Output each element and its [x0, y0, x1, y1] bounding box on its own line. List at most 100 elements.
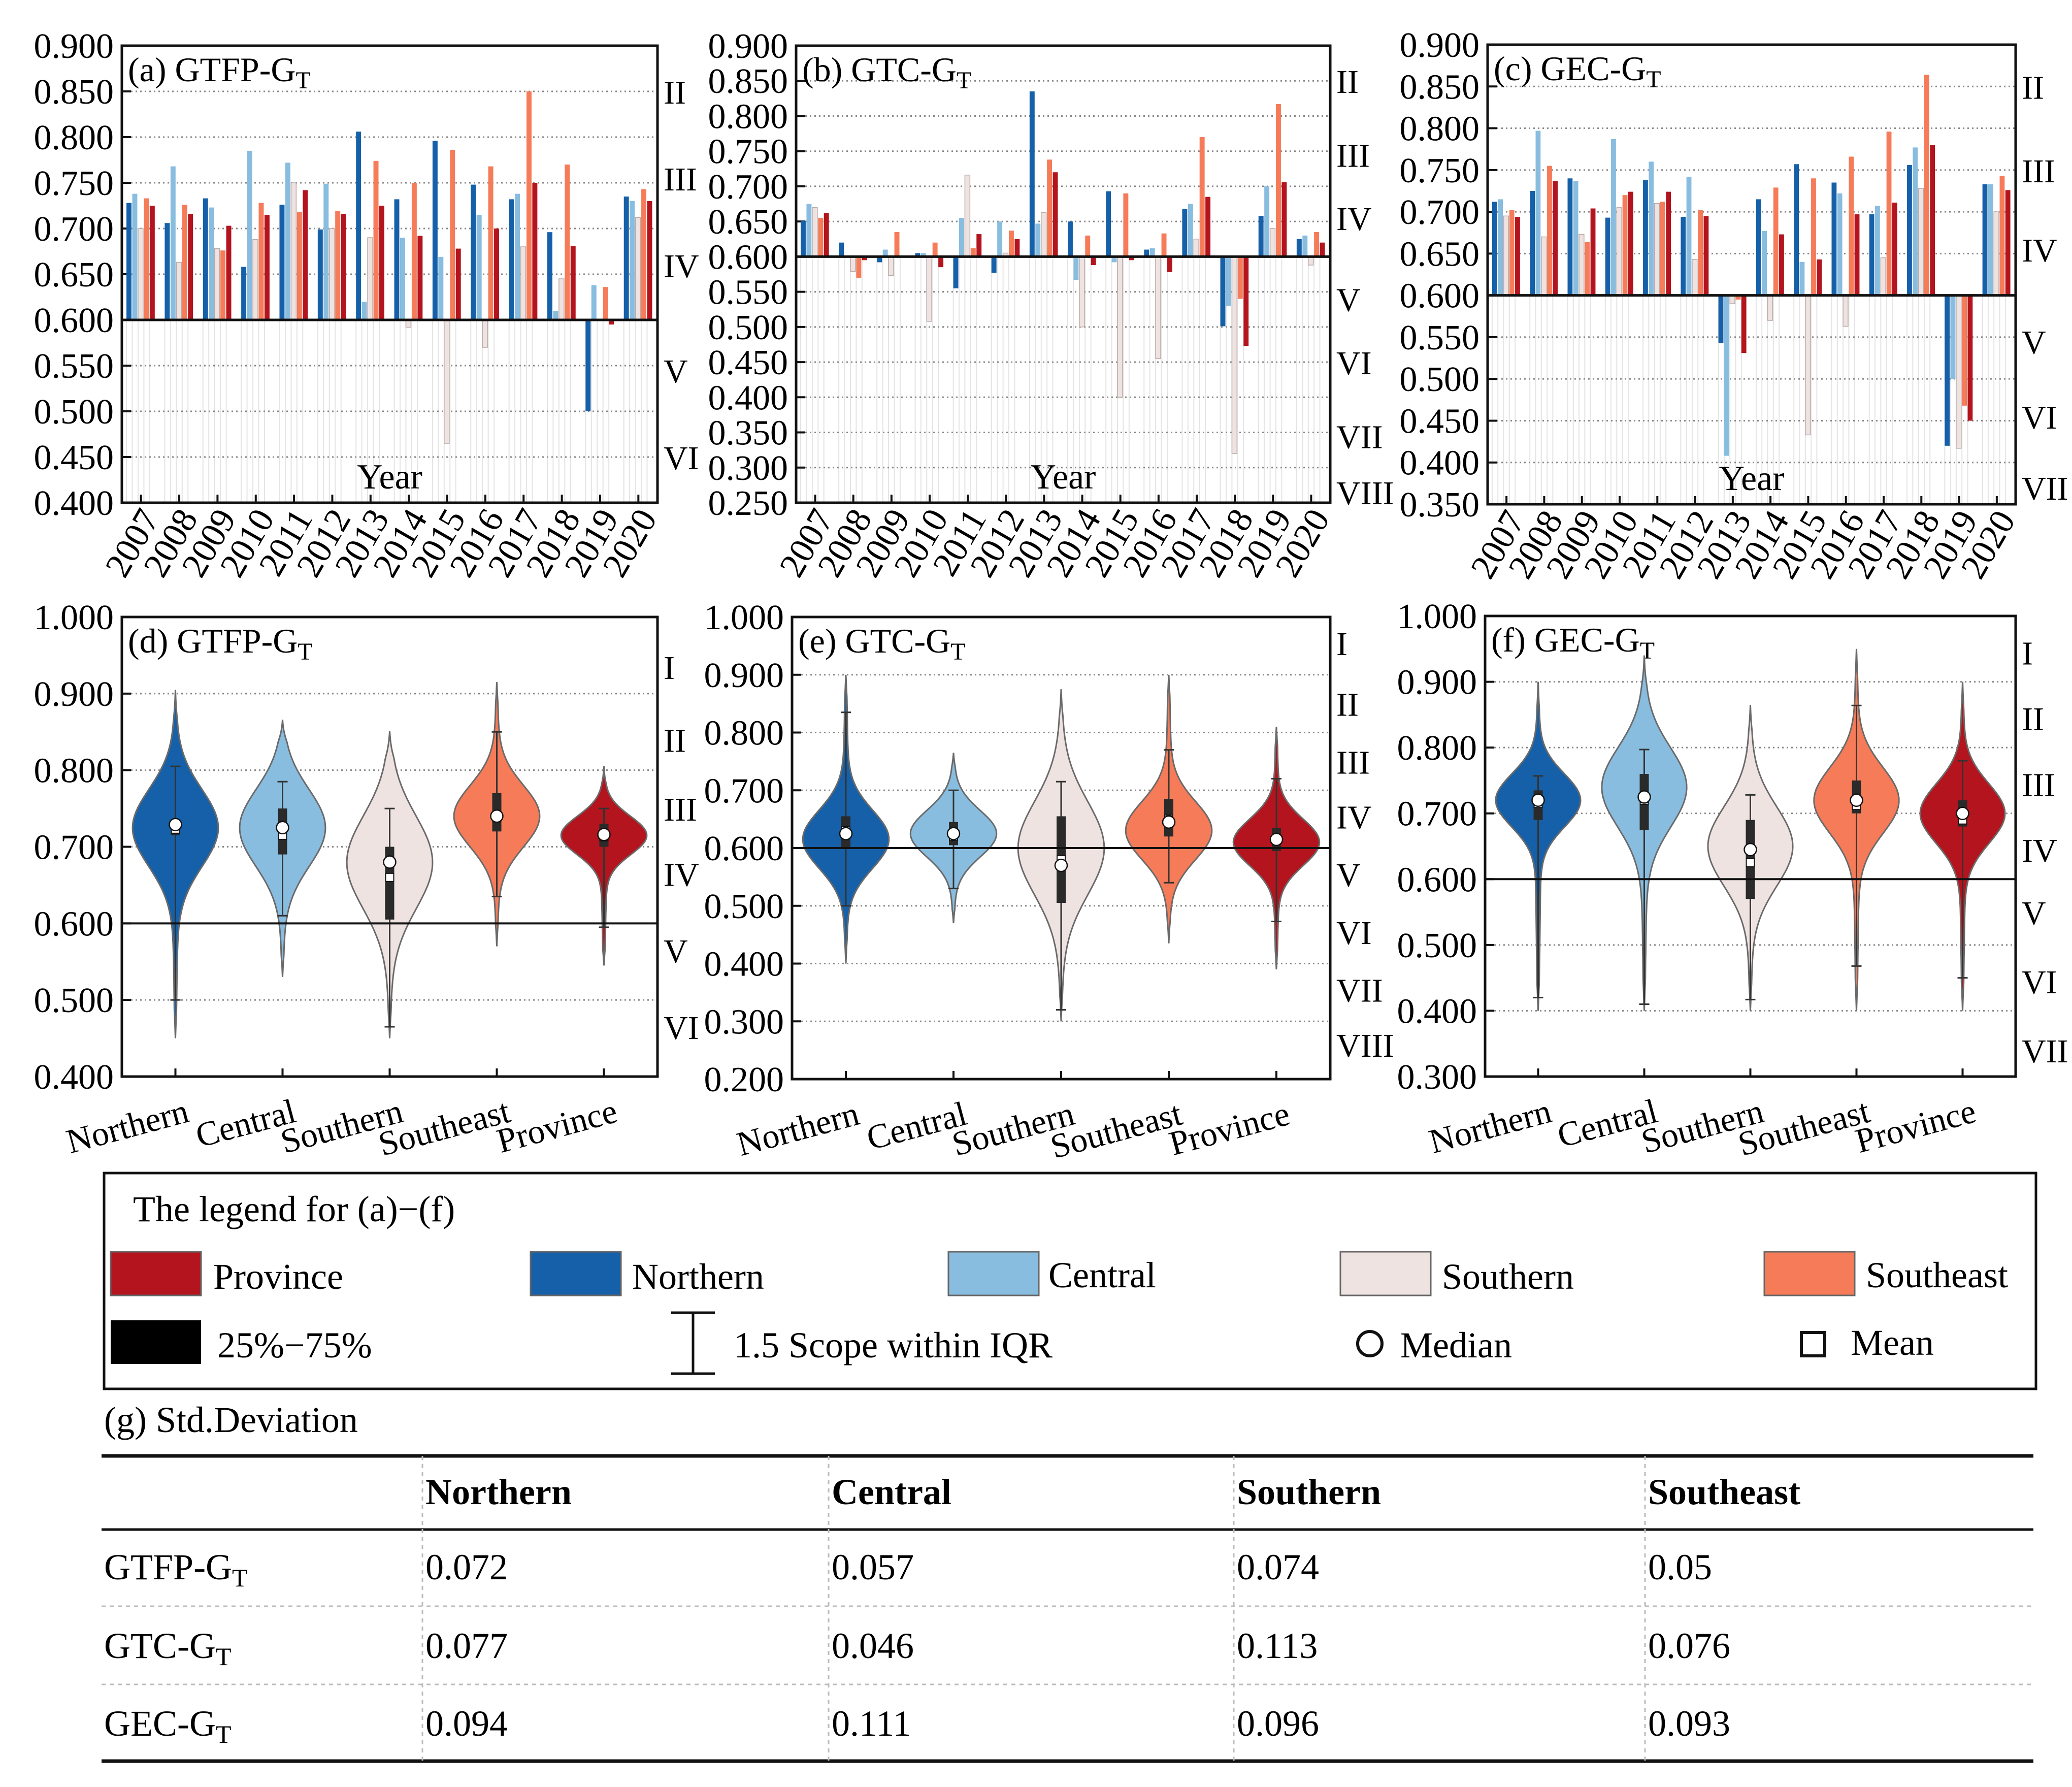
median-marker — [169, 818, 182, 832]
legend: The legend for (a)−(f) Province Northern… — [103, 1172, 2037, 1390]
bar-southern — [1767, 295, 1773, 321]
bar-central — [591, 285, 597, 320]
median-marker — [946, 827, 961, 840]
bar-northern — [1605, 217, 1610, 296]
legend-label-province: Province — [213, 1256, 343, 1297]
bar-southeast — [1509, 210, 1515, 296]
y-tick-label: 0.500 — [34, 981, 114, 1020]
y-tick-label: 0.600 — [1397, 860, 1477, 899]
bar-southern — [1616, 207, 1622, 296]
bar-province — [417, 236, 423, 320]
legend-swatch-province — [110, 1251, 202, 1296]
y-tick-label: 0.300 — [708, 449, 788, 488]
bar-province — [976, 234, 982, 257]
mean-marker — [1746, 858, 1755, 867]
bar-southern — [1193, 239, 1199, 257]
bar-chart-a: 0.400 0.450 0.500 0.550 0.600 0.650 0.700 0.750… — [34, 27, 699, 583]
bar-province — [938, 256, 944, 268]
bar-southeast — [603, 287, 608, 320]
bar-province — [1741, 295, 1747, 353]
legend-label-median: Median — [1400, 1325, 1512, 1366]
bar-central — [1498, 199, 1503, 296]
bar-province — [1281, 182, 1287, 257]
bar-southern — [964, 175, 971, 257]
bar-central — [1950, 295, 1956, 379]
bar-southeast — [488, 166, 494, 320]
level-label: II — [1336, 63, 1359, 101]
bar-province — [1320, 242, 1325, 257]
bar-northern — [915, 253, 920, 257]
bar-southeast — [1161, 233, 1167, 257]
bar-province — [455, 248, 461, 320]
panel-title: (b) GTC-GT — [802, 50, 971, 94]
level-label: V — [1336, 857, 1361, 894]
panel-title: (e) GTC-GT — [798, 622, 966, 665]
y-tick-label: 0.450 — [34, 438, 114, 477]
table-cell: 0.046 — [832, 1626, 914, 1666]
bar-southeast — [1199, 137, 1205, 257]
level-label: VI — [664, 1010, 699, 1047]
bar-southeast — [1962, 295, 1967, 406]
legend-swatch-southeast — [1763, 1251, 1856, 1296]
y-tick-label: 0.900 — [34, 27, 114, 66]
bar-province — [1666, 191, 1671, 296]
bar-northern — [394, 199, 400, 320]
y-tick-label: 0.350 — [708, 414, 788, 453]
y-tick-label: 0.400 — [708, 378, 788, 417]
y-tick-label: 0.600 — [704, 829, 784, 868]
bar-central — [476, 215, 482, 320]
level-label: IV — [1336, 799, 1372, 836]
legend-label-northern: Northern — [632, 1256, 764, 1297]
legend-label-whisker: 1.5 Scope within IQR — [734, 1325, 1053, 1366]
bar-province — [862, 256, 867, 261]
level-label: IV — [664, 856, 699, 893]
bar-central — [1073, 256, 1079, 280]
bar-southern — [812, 207, 818, 257]
y-tick-label: 0.850 — [34, 73, 114, 112]
bar-southeast — [1698, 210, 1703, 296]
bar-southeast — [818, 218, 824, 257]
level-label: II — [2022, 701, 2044, 738]
y-tick-label: 0.700 — [704, 771, 784, 810]
y-tick-label: 0.650 — [34, 255, 114, 295]
y-tick-label: 0.900 — [708, 27, 788, 66]
bar-southern — [176, 262, 182, 320]
bar-chart-b: 0.2500.3000.3500.4000.4500.5000.5500.600… — [708, 27, 1394, 583]
bar-province — [188, 214, 193, 320]
level-label: V — [2022, 895, 2046, 932]
bar-southeast — [970, 248, 976, 257]
y-tick-label: 0.600 — [34, 904, 114, 944]
bar-central — [361, 302, 367, 320]
bar-northern — [1106, 191, 1111, 257]
bar-northern — [1144, 249, 1149, 257]
table-cell: 0.077 — [425, 1626, 508, 1666]
mean-square-icon — [1800, 1331, 1826, 1357]
level-label: III — [1336, 744, 1370, 781]
bar-central — [1649, 161, 1654, 296]
bar-province — [1515, 216, 1520, 296]
legend-frame — [103, 1172, 2037, 1390]
bar-northern — [1643, 180, 1648, 296]
bar-southeast — [1811, 178, 1816, 296]
panel-title: (c) GEC-GT — [1494, 49, 1661, 93]
bar-northern — [1945, 295, 1950, 446]
bar-central — [1149, 248, 1155, 257]
bar-province — [1590, 208, 1596, 296]
legend-title: The legend for (a)−(f) — [133, 1189, 455, 1229]
bar-northern — [1296, 239, 1302, 257]
bar-province — [2005, 190, 2011, 296]
bar-southern — [1692, 259, 1698, 296]
x-tick-label: Northern — [62, 1091, 193, 1161]
bar-southeast — [1622, 195, 1628, 296]
legend-label-central: Central — [1048, 1255, 1156, 1295]
median-marker — [1637, 790, 1651, 804]
y-tick-label: 0.400 — [34, 484, 114, 523]
bar-southern — [367, 237, 373, 320]
bar-southern — [1155, 256, 1161, 359]
bar-central — [285, 163, 290, 320]
bar-central — [1226, 256, 1231, 306]
bar-northern — [279, 205, 285, 320]
bar-southeast — [182, 205, 187, 320]
bar-central — [1264, 186, 1270, 257]
